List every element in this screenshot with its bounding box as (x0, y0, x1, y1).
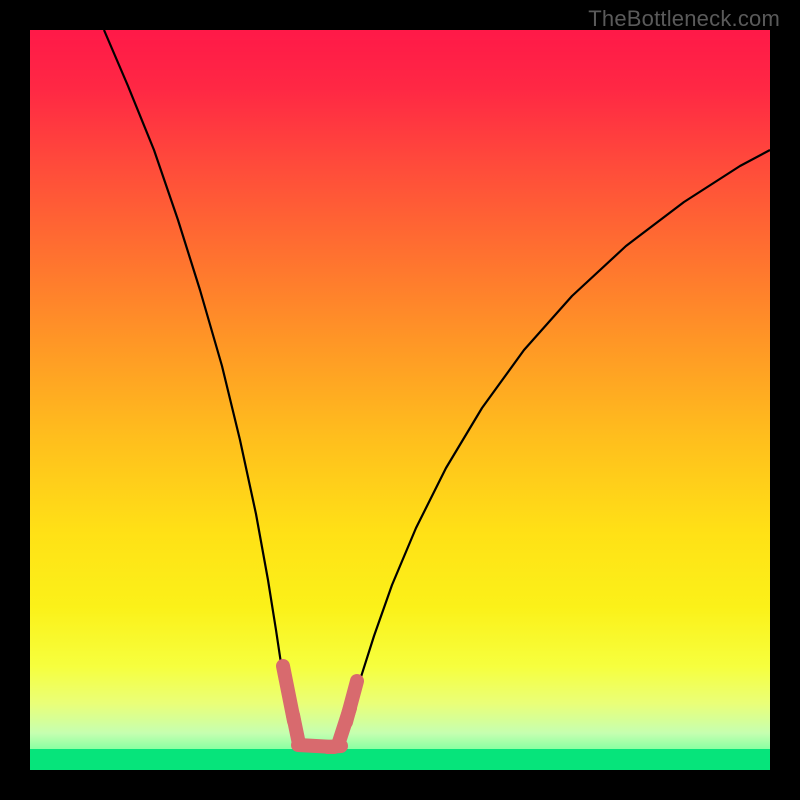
highlight-u-marks (283, 666, 357, 747)
curve-overlay (30, 30, 770, 770)
plot-area (30, 30, 770, 770)
curve-left-branch (104, 30, 295, 750)
watermark-text: TheBottleneck.com (588, 6, 780, 32)
curve-right-branch (340, 150, 770, 750)
